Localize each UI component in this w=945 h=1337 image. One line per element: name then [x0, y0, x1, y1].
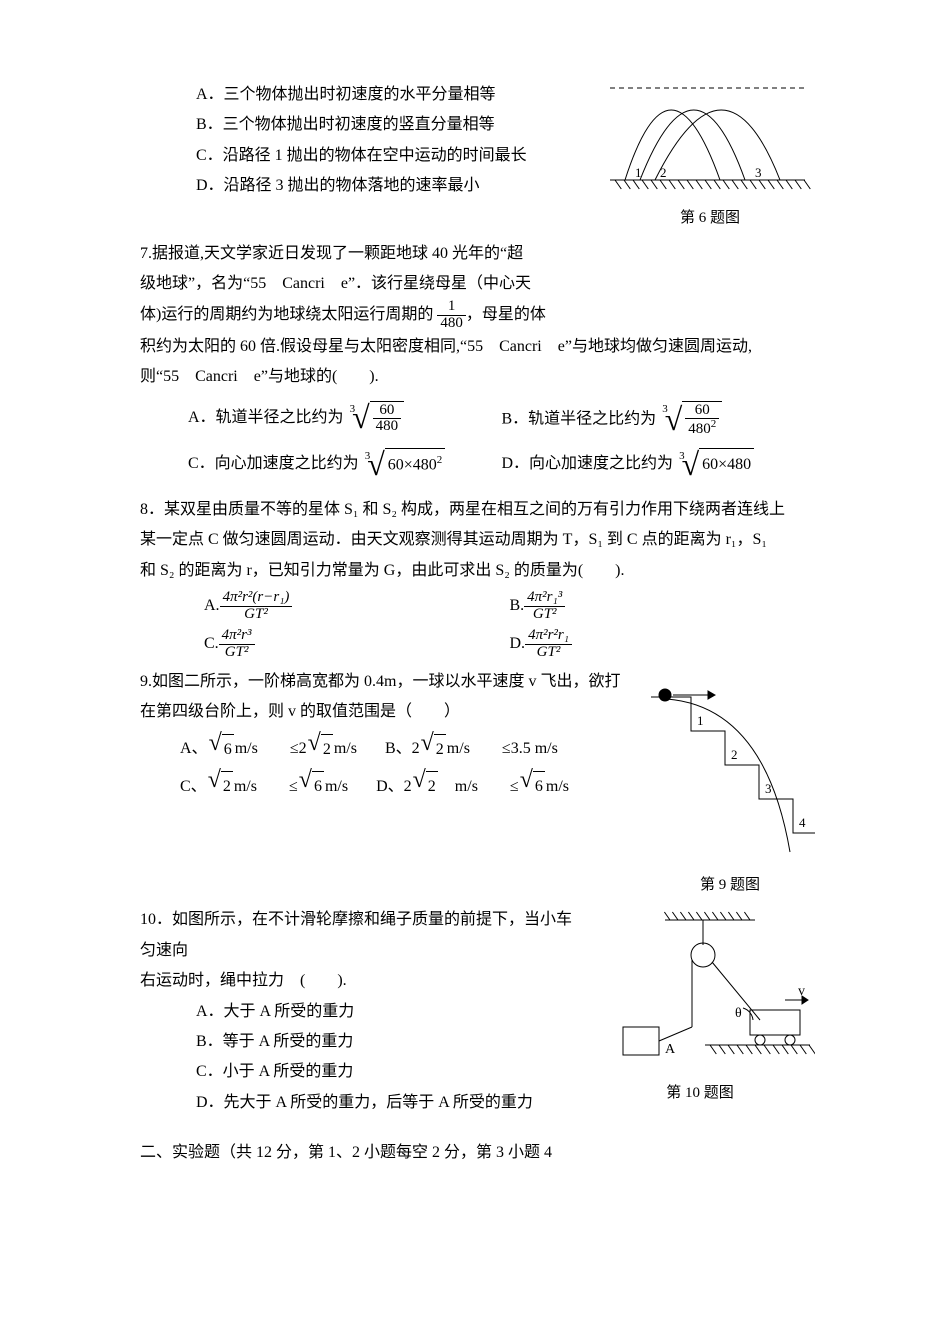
q6-figure: 1 2 3 [605, 80, 815, 200]
section2-heading: 二、实验题（共 12 分，第 1、2 小题每空 2 分，第 3 小题 4 [140, 1138, 815, 1168]
cube-root-icon: 3√ 60480 [350, 401, 405, 436]
q7-optA: A．轨道半径之比约为 3√ 60480 [188, 401, 502, 439]
q7-optD: D．向心加速度之比约为 3√ 60×480 [502, 448, 816, 481]
q6-choices: A．三个物体抛出时初速度的水平分量相等 B．三个物体抛出时初速度的竖直分量相等 … [140, 80, 595, 202]
svg-text:3: 3 [755, 165, 762, 180]
q8-line2: 某一定点 C 做匀速圆周运动．由天文观察测得其运动周期为 T，S₁ 到 C 点的… [140, 525, 815, 555]
q10-line1: 10．如图所示，在不计滑轮摩擦和绳子质量的前提下，当小车匀速向 [140, 905, 575, 966]
q7-line4: 积约为太阳的 60 倍.假设母星与太阳密度相同,“55 Cancri e”与地球… [140, 332, 815, 362]
q6-optB: B．三个物体抛出时初速度的竖直分量相等 [140, 110, 595, 140]
svg-text:2: 2 [660, 165, 667, 180]
q9-optA: A、 √6 m/s ≤2 √2 m/s [180, 734, 357, 765]
q6-optD: D．沿路径 3 抛出的物体落地的速率最小 [140, 171, 595, 201]
q8-line1: 8．某双星由质量不等的星体 S₁ 和 S₂ 构成，两星在相互之间的万有引力作用下… [140, 495, 815, 525]
q9-optC: C、 √2 m/s ≤ √6 m/s [180, 771, 348, 802]
q10: 10．如图所示，在不计滑轮摩擦和绳子质量的前提下，当小车匀速向 右运动时，绳中拉… [140, 905, 815, 1118]
q10-line2: 右运动时，绳中拉力 ( ). [140, 966, 575, 996]
q7-optC: C．向心加速度之比约为 3√ 60×4802 [188, 448, 502, 481]
svg-text:4: 4 [799, 815, 806, 830]
q8-optC: C.4π²r³GT² [204, 628, 510, 661]
q6-optC: C．沿路径 1 抛出的物体在空中运动的时间最长 [140, 141, 595, 171]
q10-optD: D．先大于 A 所受的重力，后等于 A 所受的重力 [140, 1088, 575, 1118]
q9-optD: D、2 √2 m/s ≤ √6 m/s [376, 771, 569, 802]
q10-optA: A．大于 A 所受的重力 [140, 997, 575, 1027]
q6-optA: A．三个物体抛出时初速度的水平分量相等 [140, 80, 595, 110]
q9: 9.如图二所示，一阶梯高宽都为 0.4m，一球以水平速度 v 飞出，欲打 在第四… [140, 667, 815, 900]
q6-figure-col: 1 2 3 第 6 题图 [605, 80, 815, 233]
q8-optB: B.4π²r₁³GT² [510, 590, 816, 623]
q9-optB: B、2 √2 m/s ≤3.5 m/s [385, 734, 558, 765]
q7: 7.据报道,天文学家近日发现了一颗距地球 40 光年的“超 级地球”，名为“55… [140, 239, 815, 481]
q9-caption: 第 9 题图 [645, 871, 815, 900]
q9-line2: 在第四级台阶上，则 v 的取值范围是（ ） [140, 697, 635, 727]
svg-text:θ: θ [735, 1006, 742, 1021]
q9-line1: 9.如图二所示，一阶梯高宽都为 0.4m，一球以水平速度 v 飞出，欲打 [140, 667, 635, 697]
q8-optD: D.4π²r²r₁GT² [510, 628, 816, 661]
q9-figure: 1234 [645, 667, 815, 867]
q7-fraction: 1 480 [437, 299, 466, 332]
cube-root-icon: 3√ 60×480 [679, 448, 754, 480]
q7-optB: B．轨道半径之比约为 3√ 604802 [502, 401, 816, 439]
q7-line5: 则“55 Cancri e”与地球的( ). [140, 362, 815, 392]
q10-caption: 第 10 题图 [585, 1079, 815, 1108]
q7-line1: 7.据报道,天文学家近日发现了一颗距地球 40 光年的“超 [140, 239, 815, 269]
svg-text:v: v [798, 984, 805, 999]
q8-line3: 和 S₂ 的距离为 r，已知引力常量为 G，由此可求出 S₂ 的质量为( ). [140, 556, 815, 586]
q6-row: A．三个物体抛出时初速度的水平分量相等 B．三个物体抛出时初速度的竖直分量相等 … [140, 80, 815, 233]
cube-root-icon: 3√ 60×4802 [365, 448, 446, 481]
q10-optC: C．小于 A 所受的重力 [140, 1057, 575, 1087]
q10-optB: B．等于 A 所受的重力 [140, 1027, 575, 1057]
svg-text:2: 2 [731, 747, 738, 762]
svg-text:1: 1 [635, 165, 642, 180]
cube-root-icon: 3√ 604802 [662, 401, 722, 439]
q7-line2: 级地球”，名为“55 Cancri e”．该行星绕母星（中心天 [140, 269, 815, 299]
svg-text:1: 1 [697, 713, 704, 728]
svg-text:A: A [665, 1042, 676, 1057]
q7-line3: 体)运行的周期约为地球绕太阳运行周期的 1 480 ，母星的体 [140, 299, 815, 332]
q10-figure: Aθ v [585, 905, 815, 1075]
q8-optA: A.4π²r²(r−r₁)GT² [204, 590, 510, 623]
q6-caption: 第 6 题图 [605, 204, 815, 233]
q8: 8．某双星由质量不等的星体 S₁ 和 S₂ 构成，两星在相互之间的万有引力作用下… [140, 495, 815, 661]
